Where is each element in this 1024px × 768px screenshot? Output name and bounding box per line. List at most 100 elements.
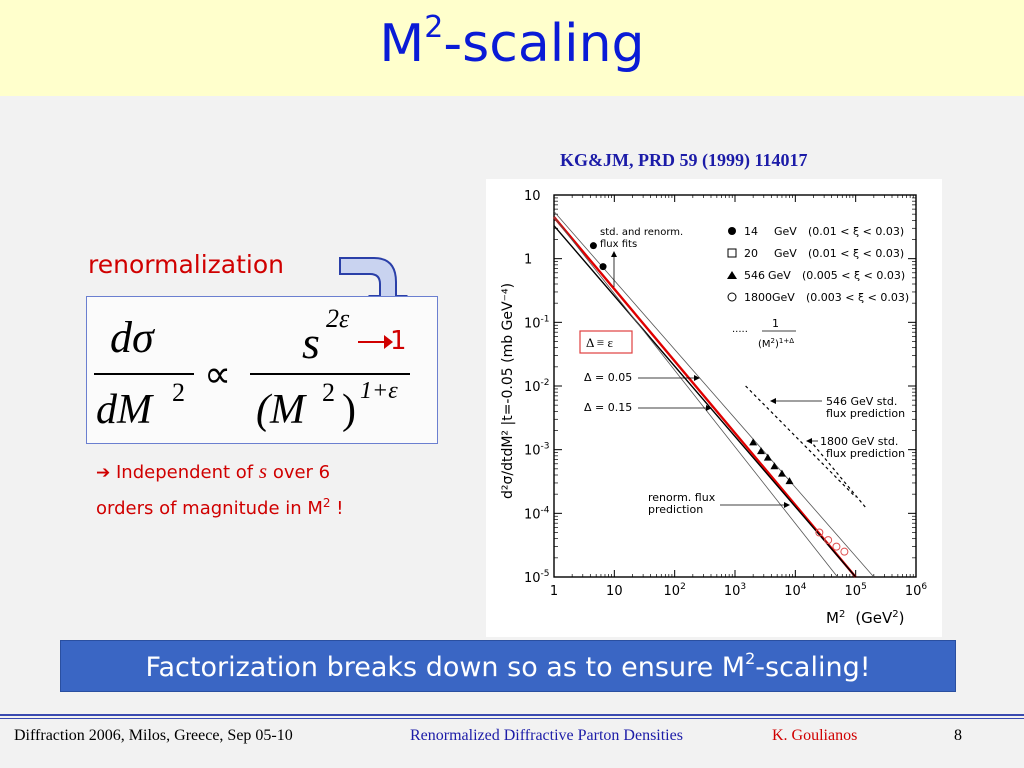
y-tick-label: 10-3	[524, 442, 550, 459]
delta-eq: Δ ≡ ε	[586, 335, 613, 350]
legend-energy-14: 14	[744, 225, 758, 238]
x-tick-label: 102	[664, 582, 686, 599]
formula-rhs-num-exponent: 2ε	[326, 304, 350, 333]
footer-rule	[0, 714, 1024, 716]
legend-energy-20: 20	[744, 247, 758, 260]
formula-proportional: ∝	[204, 354, 232, 396]
inverse-dots: ·····	[732, 327, 748, 338]
banner-text-end: -scaling!	[755, 652, 871, 683]
fit-line-thin	[553, 211, 875, 578]
data-point-1800gev	[824, 536, 833, 545]
formula-rhs-numerator: s	[302, 317, 320, 368]
std-1800-arrowhead	[806, 438, 812, 444]
legend-range-546: (0.005 < ξ < 0.03)	[802, 269, 905, 282]
renorm-arrowhead	[784, 502, 790, 508]
legend-range-20: (0.01 < ξ < 0.03)	[808, 247, 904, 260]
citation: KG&JM, PRD 59 (1999) 114017	[560, 150, 808, 170]
legend-marker-14gev	[728, 227, 736, 235]
fits-arrowhead	[611, 251, 617, 257]
legend: 14 GeV (0.01 < ξ < 0.03) 20 GeV (0.01 < …	[727, 225, 909, 304]
delta-005-label: Δ = 0.05	[584, 371, 632, 384]
footer-center: Renormalized Diffractive Parton Densitie…	[410, 727, 683, 744]
title-main: M	[379, 14, 425, 74]
delta-box	[579, 330, 633, 354]
y-axis-label: d²σ/dtdM² |t=-0.05 (mb GeV⁻⁴)	[500, 283, 516, 499]
inverse-num: 1	[772, 317, 779, 330]
formula-lhs-denominator: dM	[96, 387, 152, 433]
legend-marker-20gev	[727, 248, 737, 258]
std-1800-label-2: flux prediction	[826, 447, 905, 460]
title-rest: -scaling	[443, 14, 645, 74]
data-point-546gev	[785, 477, 794, 485]
x-tick-label: 104	[784, 582, 807, 599]
y-tick-label: 10-2	[524, 378, 550, 395]
conclusion-banner: Factorization breaks down so as to ensur…	[60, 640, 956, 692]
formula-rhs-den-close: )	[342, 387, 356, 433]
std-546-label-1: 546 GeV std.	[826, 395, 897, 408]
data-point-546gev	[763, 453, 772, 461]
y-tick-label: 10-1	[524, 314, 550, 331]
data-point-1800gev	[840, 547, 849, 556]
m2-scaling-plot: 1 10 102 103 104 105 106 10 1 10-1 10-2 10-3 10-4 10-…	[500, 189, 927, 627]
banner-text-main: Factorization breaks down so as to ensur…	[145, 652, 746, 683]
independent-text-1: Independent of	[115, 462, 254, 483]
independent-end: !	[336, 498, 344, 519]
slide-title: M2-scaling	[0, 10, 1024, 74]
independent-text-2: over 6	[272, 462, 331, 483]
independent-text-3: orders of magnitude in M	[96, 498, 323, 519]
data-point-546gev	[770, 462, 779, 470]
y-tick-label: 10-5	[524, 569, 550, 586]
footer-author: K. Goulianos	[772, 727, 858, 744]
x-tick-label: 10	[606, 584, 623, 599]
formula-lhs-exponent: 2	[172, 378, 185, 407]
tick-layer: 1 10 102 103 104 105 106 10 1 10-1 10-2 10-3 10-4 10-…	[524, 189, 927, 599]
x-tick-label: 1	[550, 584, 558, 599]
delta-015-label: Δ = 0.15	[584, 401, 632, 414]
data-point-1800gev	[832, 542, 841, 551]
footer-left: Diffraction 2006, Milos, Greece, Sep 05-…	[14, 727, 293, 744]
y-tick-label: 1	[524, 253, 532, 268]
fit-line-dashed	[813, 444, 867, 509]
std-1800-label-1: 1800 GeV std.	[820, 435, 898, 448]
delta-015-arrowhead	[706, 405, 712, 411]
delta-005-arrowhead	[694, 375, 700, 381]
footer-page: 8	[954, 727, 962, 744]
renormalization-label: renormalization	[88, 250, 284, 279]
legend-range-14: (0.01 < ξ < 0.03)	[808, 225, 904, 238]
x-axis-label: M2 (GeV2)	[826, 609, 905, 627]
banner-text: Factorization breaks down so as to ensur…	[61, 649, 955, 683]
independent-sup: 2	[322, 496, 331, 510]
renorm-label-2: prediction	[648, 503, 703, 516]
data-point-546gev	[749, 438, 758, 446]
independent-note: ➔ Independent of s over 6 orders of magn…	[96, 456, 436, 524]
std-546-label-2: flux prediction	[826, 407, 905, 420]
data-point-1800gev	[815, 528, 824, 537]
right-arrow-icon: ➔	[96, 463, 111, 483]
title-superscript: 2	[424, 10, 444, 45]
legend-unit-1800: GeV	[772, 291, 795, 304]
formula-result-one: 1	[390, 326, 407, 356]
legend-energy-546: 546	[744, 269, 765, 282]
data-point-14gev	[599, 263, 607, 271]
fits-label-2: flux fits	[600, 239, 637, 250]
formula-box	[86, 296, 438, 444]
x-tick-label: 106	[905, 582, 928, 599]
legend-range-1800: (0.003 < ξ < 0.03)	[806, 291, 909, 304]
fit-line-dashed	[745, 385, 857, 498]
fit-line-solid-black	[553, 225, 857, 578]
line-layer	[553, 211, 875, 578]
formula-rhs-den-outer-exponent: 1+ε	[360, 378, 398, 404]
formula-rhs-fraction-bar	[250, 373, 410, 375]
legend-marker-1800gev	[727, 292, 737, 302]
independent-s: s	[258, 459, 268, 483]
formula-rhs-den-exponent: 2	[322, 378, 335, 407]
annotations: std. and renorm. flux fits Δ ≡ ε Δ = 0.0…	[579, 227, 905, 516]
title-bar	[0, 0, 1024, 96]
legend-marker-546gev	[727, 271, 737, 279]
inverse-den: (M2)1+Δ	[758, 337, 794, 350]
formula-rhs-denominator: (M	[256, 387, 305, 433]
fits-label-1: std. and renorm.	[600, 227, 683, 238]
formula-lhs-numerator: dσ	[110, 313, 154, 362]
renorm-label-1: renorm. flux	[648, 491, 716, 504]
formula-lhs-fraction-bar	[94, 373, 194, 375]
